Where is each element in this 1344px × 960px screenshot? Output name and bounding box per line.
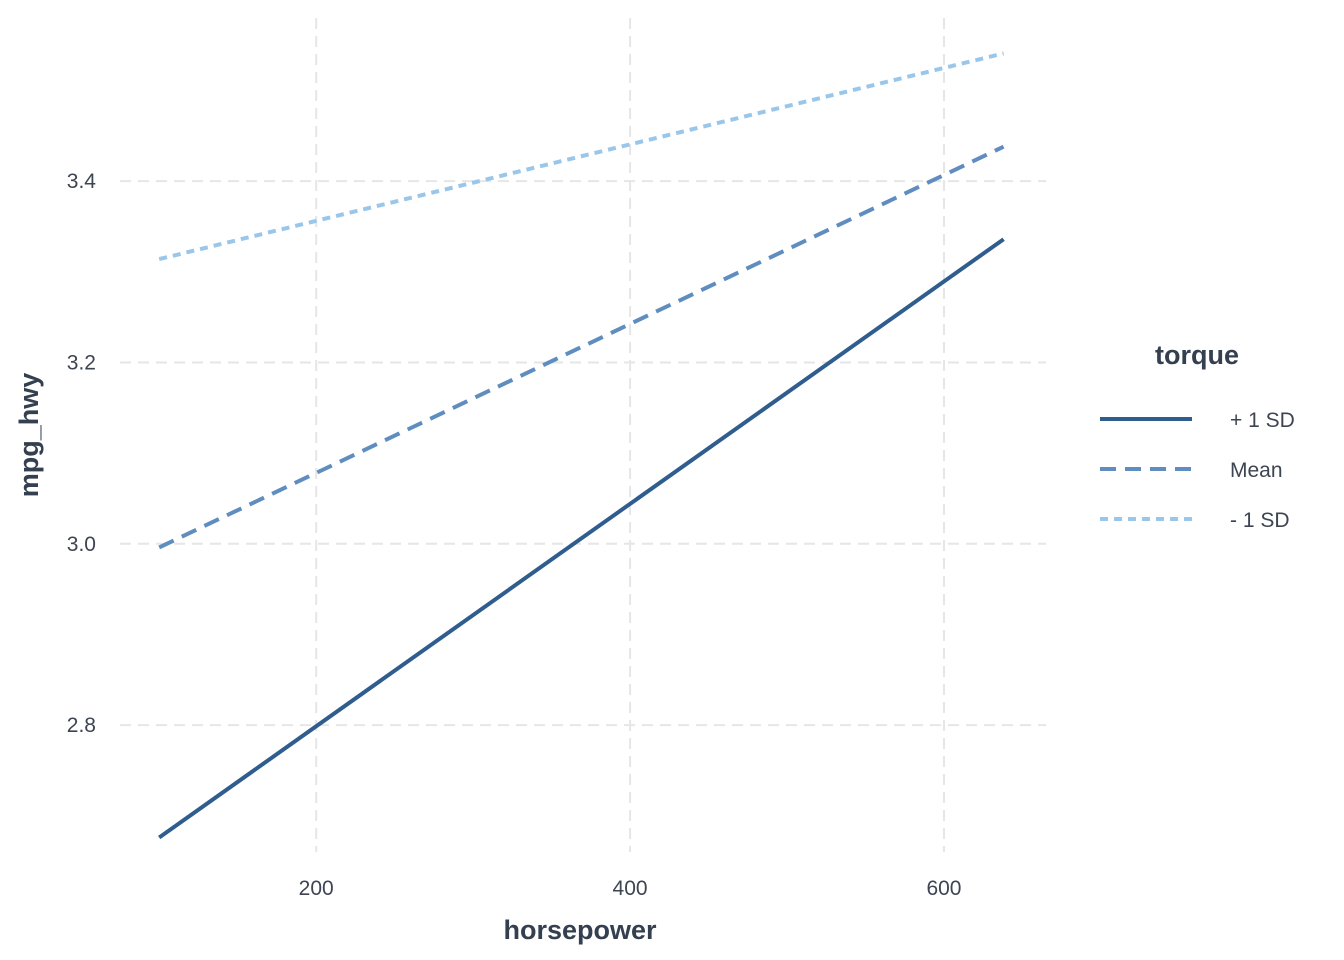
series-line (158, 51, 1005, 262)
y-tick-label: 3.2 (67, 351, 96, 374)
y-tick-label: 3.0 (67, 533, 96, 556)
legend-label: - 1 SD (1230, 509, 1290, 532)
y-axis-title: mpg_hwy (14, 373, 44, 498)
axis-layer: 200 400 600 2.8 3.0 3.2 3.4 (67, 170, 962, 900)
x-tick-label: 400 (613, 877, 648, 900)
grid-layer (120, 18, 1046, 852)
x-axis-title: horsepower (503, 915, 657, 945)
legend-label: Mean (1230, 459, 1283, 482)
series-layer (158, 51, 1005, 840)
y-tick-label: 3.4 (67, 170, 97, 193)
x-tick-label: 600 (926, 877, 961, 900)
series-line (158, 144, 1005, 550)
y-tick-label: 2.8 (67, 714, 96, 737)
series-line (158, 237, 1005, 840)
legend-items: + 1 SD Mean - 1 SD (1100, 409, 1295, 532)
legend-label: + 1 SD (1230, 409, 1295, 432)
x-tick-label: 200 (299, 877, 334, 900)
legend: torque + 1 SD Mean - 1 SD (1100, 340, 1295, 532)
legend-title: torque (1155, 340, 1239, 370)
